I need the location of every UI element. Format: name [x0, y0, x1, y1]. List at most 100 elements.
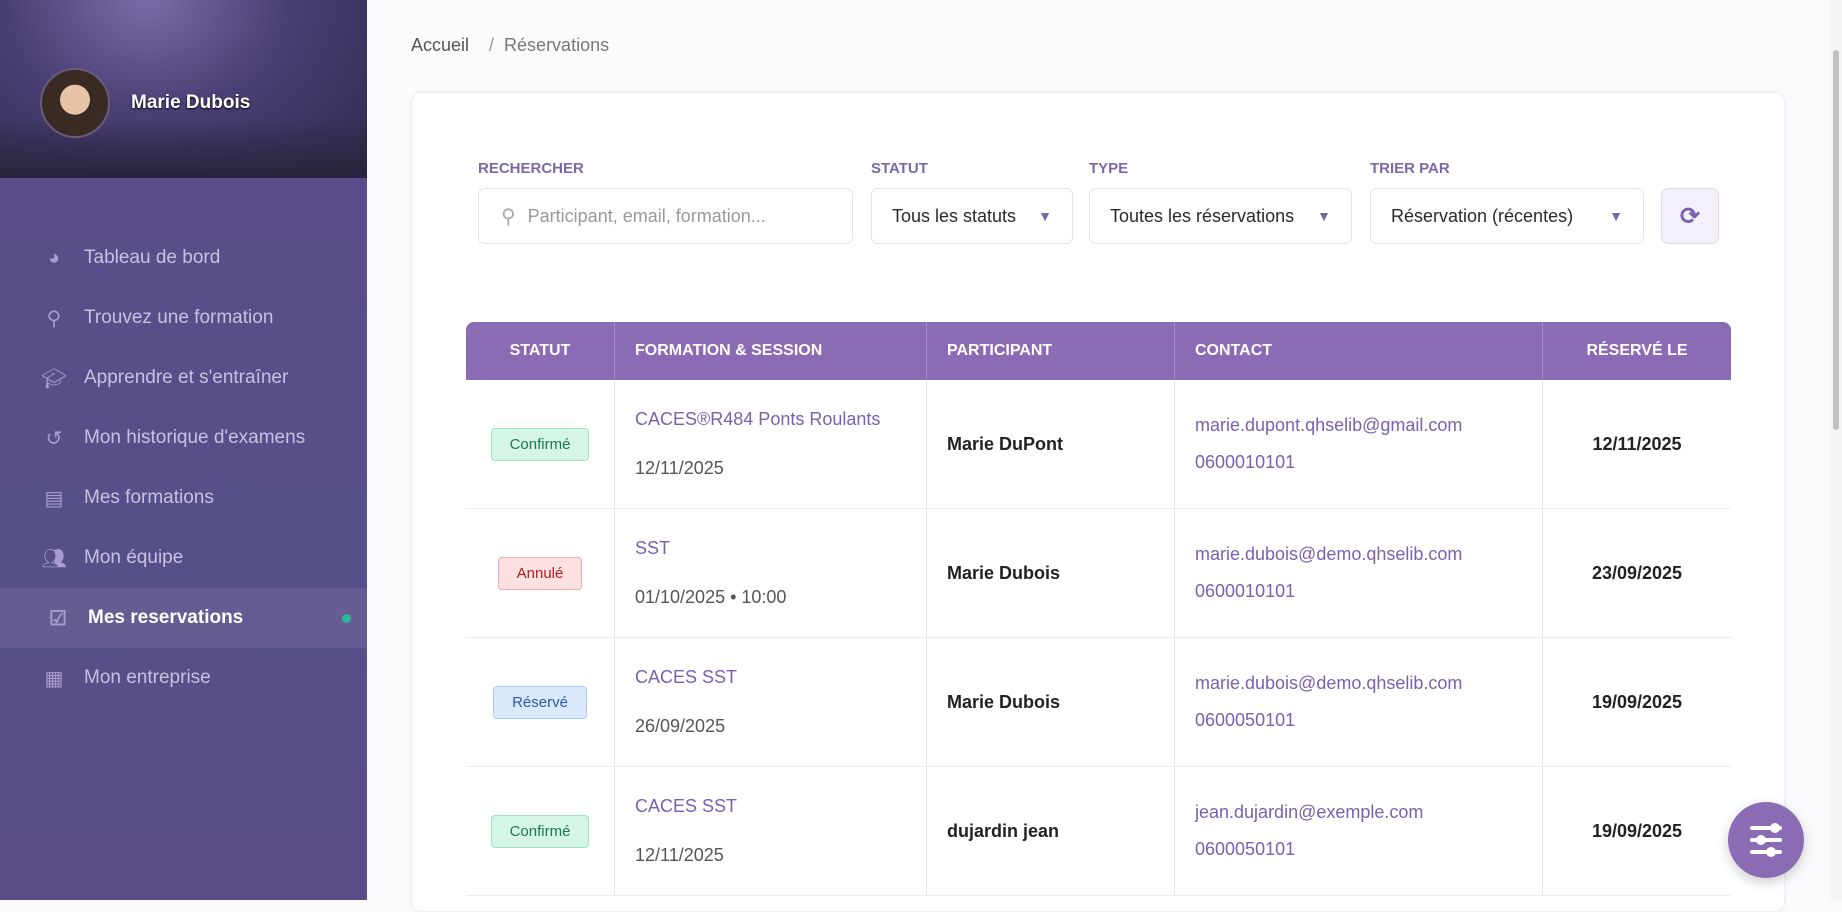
formation-cell: SST 01/10/2025 • 10:00	[615, 509, 927, 637]
header-participant[interactable]: PARTICIPANT	[927, 322, 1175, 380]
caret-down-icon: ▼	[1317, 208, 1331, 224]
sidebar-nav: ◕ Tableau de bord ⚲ Trouvez une formation …	[0, 228, 367, 708]
contact-phone[interactable]: 0600050101	[1195, 839, 1296, 859]
table-row[interactable]: Réservé CACES SST 26/09/2025 Marie Dubois…	[466, 638, 1731, 767]
formation-title[interactable]: CACES®R484 Ponts Roulants	[635, 409, 881, 429]
refresh-icon: ⟳	[1679, 202, 1701, 230]
formation-title[interactable]: CACES SST	[635, 796, 738, 816]
sidebar-item-label: Apprendre et s'entraîner	[84, 367, 289, 388]
team-icon: 👥︎	[41, 547, 67, 570]
participant-cell: Marie Dubois	[927, 638, 1175, 766]
sidebar-item-my-trainings[interactable]: ▤ Mes formations	[0, 468, 367, 528]
reserved-date: 19/09/2025	[1591, 691, 1683, 712]
sidebar-item-label: Mes formations	[84, 487, 214, 508]
participant-name: dujardin jean	[947, 820, 1060, 841]
search-icon: ⚲	[46, 307, 62, 330]
formation-title[interactable]: SST	[635, 538, 671, 558]
search-placeholder: Participant, email, formation...	[527, 205, 766, 226]
reservations-table: STATUT FORMATION & SESSION PARTICIPANT C…	[466, 322, 1731, 896]
sidebar-item-learn[interactable]: 🎓︎ Apprendre et s'entraîner	[0, 348, 367, 408]
status-label: STATUT	[871, 160, 928, 177]
reserved-cell: 19/09/2025	[1543, 767, 1731, 895]
contact-cell: marie.dupont.qhselib@gmail.com 0600010101	[1175, 380, 1543, 508]
reserved-date: 19/09/2025	[1591, 820, 1683, 841]
contact-email[interactable]: marie.dubois@demo.qhselib.com	[1195, 544, 1463, 564]
file-check-icon: ▤	[44, 487, 64, 510]
participant-name: Marie Dubois	[947, 562, 1061, 583]
table-row[interactable]: Annulé SST 01/10/2025 • 10:00 Marie Duboi…	[466, 509, 1731, 638]
sort-value: Réservation (récentes)	[1391, 205, 1574, 226]
profile-header: Marie Dubois	[0, 0, 367, 178]
sidebar-item-exam-history[interactable]: ↺ Mon historique d'examens	[0, 408, 367, 468]
calendar-check-icon: ☑	[49, 607, 67, 630]
formation-title[interactable]: CACES SST	[635, 667, 738, 687]
formation-cell: CACES SST 26/09/2025	[615, 638, 927, 766]
status-select[interactable]: Tous les statuts ▼	[871, 188, 1073, 244]
graduation-cap-icon: 🎓︎	[41, 367, 67, 390]
participant-name: Marie DuPont	[947, 433, 1064, 454]
table-row[interactable]: Confirmé CACES SST 12/11/2025 dujardin je…	[466, 767, 1731, 896]
contact-email[interactable]: marie.dubois@demo.qhselib.com	[1195, 673, 1463, 693]
refresh-button[interactable]: ⟳	[1661, 188, 1719, 244]
search-label: RECHERCHER	[478, 160, 584, 177]
breadcrumb: Accueil / Réservations	[411, 35, 609, 56]
contact-email[interactable]: marie.dupont.qhselib@gmail.com	[1195, 415, 1463, 435]
formation-cell: CACES®R484 Ponts Roulants 12/11/2025	[615, 380, 927, 508]
sort-select[interactable]: Réservation (récentes) ▼	[1370, 188, 1644, 244]
status-value: Tous les statuts	[892, 205, 1017, 226]
search-input[interactable]: ⚲ Participant, email, formation...	[478, 188, 853, 244]
contact-phone[interactable]: 0600010101	[1195, 581, 1296, 601]
sidebar-item-reservations[interactable]: ☑ Mes reservations	[0, 588, 367, 648]
type-label: TYPE	[1089, 160, 1129, 177]
contact-phone[interactable]: 0600010101	[1195, 452, 1296, 472]
avatar[interactable]	[40, 68, 110, 138]
status-badge: Réservé	[493, 685, 587, 719]
pie-chart-icon: ◕	[47, 246, 61, 269]
user-name: Marie Dubois	[131, 92, 251, 113]
sidebar-item-label: Trouvez une formation	[84, 307, 274, 328]
type-value: Toutes les réservations	[1110, 205, 1295, 226]
header-contact[interactable]: CONTACT	[1175, 322, 1543, 380]
status-badge: Confirmé	[490, 427, 590, 461]
status-badge: Annulé	[497, 556, 583, 590]
header-reserved[interactable]: RÉSERVÉ LE	[1586, 342, 1688, 359]
history-icon: ↺	[45, 427, 63, 450]
sidebar-item-team[interactable]: 👥︎ Mon équipe	[0, 528, 367, 588]
contact-email[interactable]: jean.dujardin@exemple.com	[1195, 802, 1424, 822]
table-row[interactable]: Confirmé CACES®R484 Ponts Roulants 12/11/…	[466, 380, 1731, 509]
session-date: 12/11/2025	[635, 458, 724, 478]
contact-cell: marie.dubois@demo.qhselib.com 0600010101	[1175, 509, 1543, 637]
sidebar-item-dashboard[interactable]: ◕ Tableau de bord	[0, 228, 367, 288]
reserved-date: 12/11/2025	[1592, 433, 1682, 454]
page-scrollbar[interactable]	[1830, 0, 1842, 900]
participant-cell: dujardin jean	[927, 767, 1175, 895]
sidebar-item-label: Mon historique d'examens	[84, 427, 306, 448]
status-cell: Confirmé	[466, 380, 615, 508]
reserved-cell: 12/11/2025	[1543, 380, 1731, 508]
contact-phone[interactable]: 0600050101	[1195, 710, 1296, 730]
breadcrumb-home[interactable]: Accueil	[411, 35, 470, 55]
header-status[interactable]: STATUT	[466, 322, 615, 380]
building-icon: ▦	[44, 667, 64, 690]
sidebar-item-label: Mon équipe	[84, 547, 184, 568]
table-header: STATUT FORMATION & SESSION PARTICIPANT C…	[466, 322, 1731, 380]
session-date: 12/11/2025	[635, 845, 724, 865]
scrollbar-thumb[interactable]	[1833, 50, 1839, 430]
sidebar-item-label: Mes reservations	[88, 607, 244, 628]
participant-cell: Marie Dubois	[927, 509, 1175, 637]
breadcrumb-current: Réservations	[504, 35, 610, 55]
formation-cell: CACES SST 12/11/2025	[615, 767, 927, 895]
session-date: 26/09/2025	[635, 716, 726, 736]
caret-down-icon: ▼	[1609, 208, 1623, 224]
contact-cell: marie.dubois@demo.qhselib.com 0600050101	[1175, 638, 1543, 766]
contact-cell: jean.dujardin@exemple.com 0600050101	[1175, 767, 1543, 895]
sidebar-item-label: Mon entreprise	[84, 667, 211, 688]
sidebar: Marie Dubois ◕ Tableau de bord ⚲ Trouvez u…	[0, 0, 367, 900]
sidebar-item-company[interactable]: ▦ Mon entreprise	[0, 648, 367, 708]
header-formation[interactable]: FORMATION & SESSION	[615, 322, 927, 380]
reserved-cell: 23/09/2025	[1543, 509, 1731, 637]
sidebar-item-find-training[interactable]: ⚲ Trouvez une formation	[0, 288, 367, 348]
type-select[interactable]: Toutes les réservations ▼	[1089, 188, 1352, 244]
settings-fab[interactable]	[1728, 802, 1804, 878]
participant-name: Marie Dubois	[947, 691, 1061, 712]
